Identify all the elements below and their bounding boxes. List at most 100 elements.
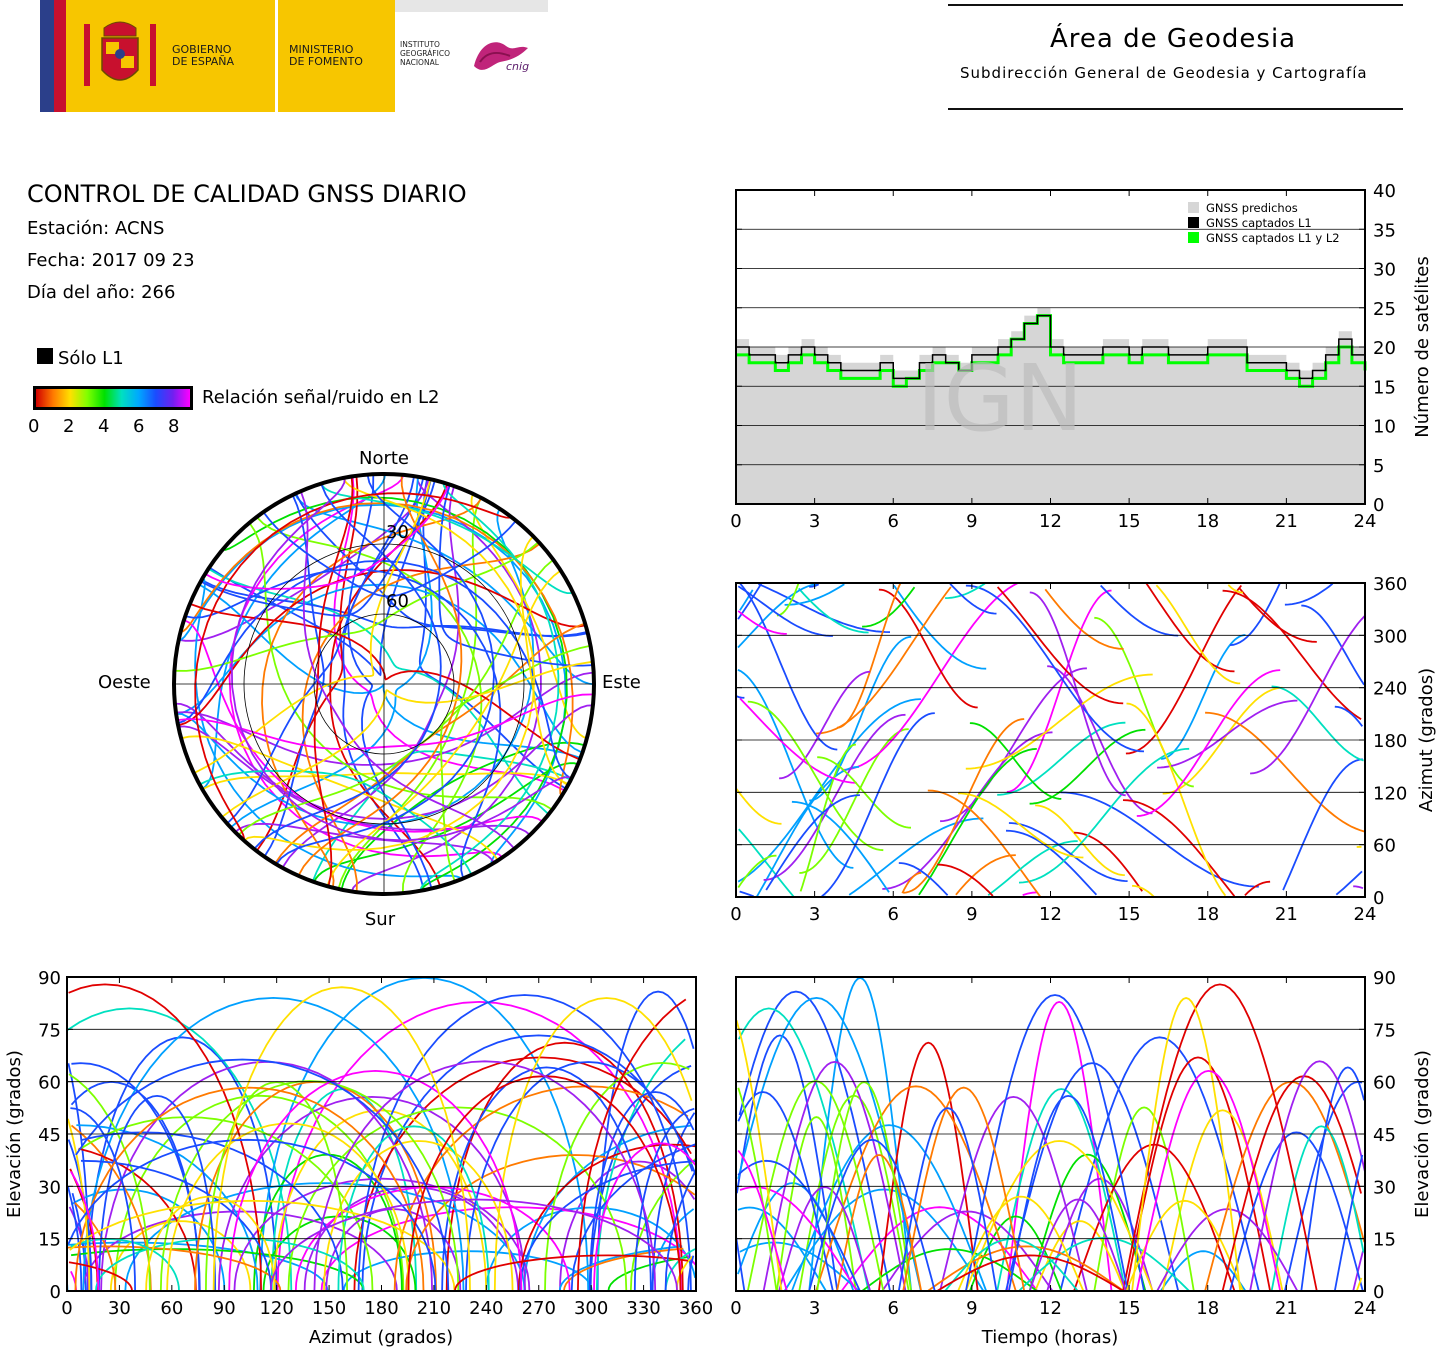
y-tick-label: 45 <box>1373 1125 1396 1146</box>
skyplot-ring-label-60: 60 <box>386 591 409 612</box>
skyplot-track <box>177 559 572 780</box>
elevation-track <box>1034 1220 1126 1292</box>
elevation-track <box>957 1195 1085 1292</box>
azimuth-track <box>1008 822 1128 882</box>
azimuth-track <box>1006 589 1112 793</box>
skyplot-track <box>183 619 544 833</box>
y-tick-label: 30 <box>38 1177 61 1198</box>
elevation-track <box>791 1124 988 1292</box>
azimuth-track <box>927 588 1124 898</box>
cnig-text: cnig <box>506 60 530 73</box>
skyplot-track <box>438 484 594 667</box>
y-tick-label: 15 <box>1373 377 1396 398</box>
azimuth-time-chart: 0 60 120 180 240 300 360 0 3 6 9 12 15 18 21 24 Azimut … <box>730 574 1437 925</box>
y-tick-label: 30 <box>1373 1177 1396 1198</box>
azimuth-track <box>945 582 1078 896</box>
azimuth-track <box>882 731 1053 890</box>
elevation-track <box>936 1254 1124 1292</box>
x-tick-label: 120 <box>259 1298 293 1319</box>
eu-flag-band <box>40 0 54 112</box>
elevation-azimuth-track <box>217 1095 526 1292</box>
sat-count-grid <box>736 228 1365 466</box>
coat-of-arms-icon <box>80 14 160 98</box>
elevation-azimuth-chart: 0 15 30 45 60 75 90 0 30 60 90 120 150 180 210 240 270 30… <box>4 968 713 1348</box>
azimuth-track <box>1005 584 1179 896</box>
skyplot-north-label: Norte <box>359 448 409 469</box>
elevation-time-chart: 0 15 30 45 60 75 90 0 3 6 9 12 15 18 21 24 Elevación (g… <box>730 968 1433 1348</box>
skyplot-track <box>175 671 594 766</box>
azimuth-track <box>1122 587 1317 897</box>
azimuth-track <box>1157 699 1298 769</box>
azimuth-track <box>1029 591 1126 797</box>
sat-count-ylabel: Número de satélites <box>1412 256 1433 438</box>
elevation-azimuth-track <box>145 1195 276 1292</box>
azimuth-track <box>809 635 912 802</box>
elevation-track <box>1006 1000 1113 1292</box>
azimuth-track <box>763 713 906 881</box>
x-tick-label: 360 <box>679 1298 713 1319</box>
sat-count-legend: GNSS predichos GNSS captados L1 GNSS cap… <box>1188 201 1340 245</box>
y-tick-label: 180 <box>1373 731 1407 752</box>
elevation-track <box>927 1245 1125 1292</box>
azimuth-track <box>735 695 745 699</box>
solo-l1-label: Sólo L1 <box>58 348 124 369</box>
elevation-track <box>739 1241 860 1292</box>
x-tick-label: 6 <box>888 904 899 925</box>
elevation-azimuth-track <box>75 1058 697 1292</box>
skyplot-track <box>176 508 535 827</box>
skyplot-track <box>320 483 574 594</box>
header-rule-bottom <box>948 108 1403 110</box>
y-tick-label: 75 <box>1373 1020 1396 1041</box>
watermark-ign: IGN <box>916 345 1083 452</box>
x-tick-label: 21 <box>1275 511 1298 532</box>
azimuth-track <box>1035 804 1125 876</box>
skyplot-track <box>199 770 473 876</box>
snr-tick: 4 <box>98 416 110 437</box>
elevation-track <box>965 994 1145 1292</box>
snr-tick: 0 <box>28 416 40 437</box>
x-tick-label: 21 <box>1275 904 1298 925</box>
azimuth-track <box>1094 616 1194 788</box>
y-tick-label: 120 <box>1373 783 1407 804</box>
skyplot-track <box>221 660 593 818</box>
elevation-track <box>737 1206 827 1292</box>
area-subtitle: Subdirección General de Geodesia y Carto… <box>960 64 1368 82</box>
azimuth-track <box>958 792 1084 859</box>
azimuth-track <box>1334 705 1364 727</box>
y-tick-label: 0 <box>1373 495 1384 516</box>
azimuth-track <box>940 667 1087 823</box>
elevation-track <box>1249 1060 1366 1292</box>
elevation-track <box>1018 1236 1190 1292</box>
x-tick-label: 12 <box>1039 1298 1062 1319</box>
azimuth-track <box>739 582 838 751</box>
elevation-azimuth-track <box>68 1254 689 1292</box>
y-tick-label: 0 <box>1373 888 1384 909</box>
x-tick-label: 24 <box>1354 511 1377 532</box>
elevation-azimuth-track <box>80 1159 696 1292</box>
date-label: Fecha: 2017 09 23 <box>27 250 195 271</box>
azimuth-track <box>965 584 1145 753</box>
elevation-track <box>737 1149 788 1292</box>
elevation-azimuth-track <box>98 1094 217 1292</box>
elevation-azimuth-track <box>323 1140 514 1292</box>
elevation-track <box>735 1237 746 1292</box>
skyplot-track <box>313 762 579 883</box>
elevation-track <box>861 1248 1038 1292</box>
instituto-text: INSTITUTO GEOGRÁFICO NACIONAL <box>400 40 450 67</box>
sat-count-ticks: 0 5 10 15 20 25 30 35 40 0 3 6 9 12 15 18 21 24 <box>730 181 1396 532</box>
elevation-track <box>969 1215 1063 1292</box>
elevation-azimuth-track <box>74 1086 425 1292</box>
elevation-track <box>964 1140 1154 1292</box>
series-l1-line <box>736 314 1366 380</box>
azimuth-track <box>1073 582 1235 892</box>
elevation-azimuth-track <box>233 1177 531 1292</box>
ministerio-text: MINISTERIO DE FOMENTO <box>289 43 363 68</box>
elevation-azimuth-track <box>70 1107 695 1292</box>
azimuth-track <box>837 583 922 894</box>
x-tick-label: 9 <box>966 1298 977 1319</box>
elevation-track <box>1059 1036 1260 1292</box>
x-tick-label: 15 <box>1118 904 1141 925</box>
x-tick-label: 3 <box>809 511 820 532</box>
x-tick-label: 0 <box>730 1298 741 1319</box>
skyplot-track <box>297 474 463 877</box>
